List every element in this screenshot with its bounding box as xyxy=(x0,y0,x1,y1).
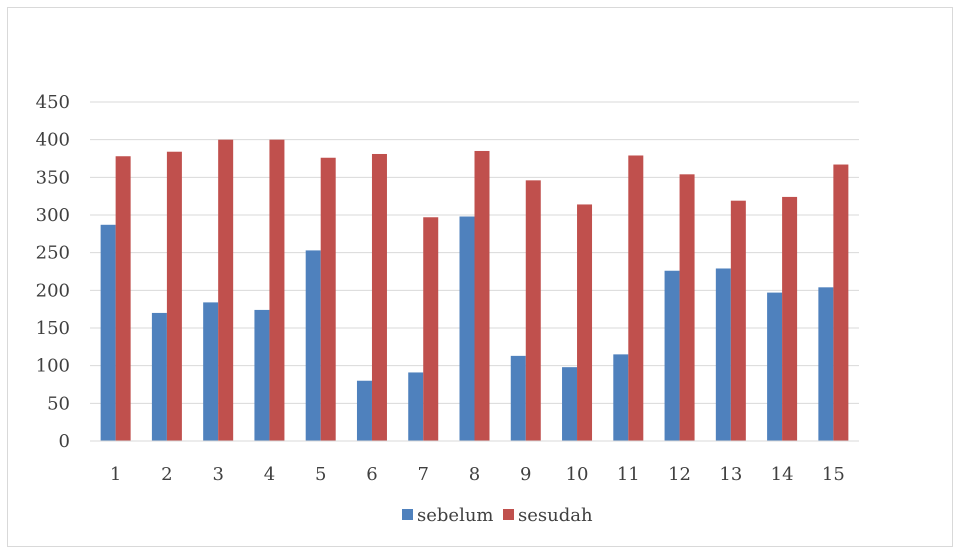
bar-sebelum xyxy=(408,372,424,441)
legend-swatch-sesudah xyxy=(503,509,514,520)
bar-sesudah xyxy=(218,139,234,441)
x-tick-label: 2 xyxy=(161,464,172,485)
x-tick-label: 15 xyxy=(822,464,845,485)
bar-sebelum xyxy=(715,268,731,441)
bar-sesudah xyxy=(166,151,182,441)
x-tick-label: 10 xyxy=(566,464,589,485)
bar-sebelum xyxy=(356,380,372,441)
x-tick-label: 11 xyxy=(617,464,640,485)
bar-sesudah xyxy=(833,164,849,441)
bar-sebelum xyxy=(459,216,475,441)
y-tick-label: 350 xyxy=(36,167,70,188)
x-tick-label: 12 xyxy=(668,464,691,485)
bar-sesudah xyxy=(371,153,387,442)
bar-sesudah xyxy=(525,180,541,441)
bar-sebelum xyxy=(510,355,526,441)
legend: sebelum sesudah xyxy=(402,505,593,526)
x-tick-label: 6 xyxy=(366,464,377,485)
bar-sesudah xyxy=(679,174,695,441)
bar-sesudah xyxy=(628,155,644,441)
y-tick-label: 250 xyxy=(36,243,70,264)
bar-sebelum xyxy=(254,309,270,441)
bar-sesudah xyxy=(423,217,439,441)
y-tick-label: 400 xyxy=(36,130,70,151)
y-tick-label: 150 xyxy=(36,318,70,339)
x-tick-label: 1 xyxy=(110,464,121,485)
bar-sebelum xyxy=(305,250,321,441)
x-tick-label: 14 xyxy=(771,464,794,485)
y-tick-label: 200 xyxy=(36,280,70,301)
x-tick-label: 3 xyxy=(212,464,223,485)
x-tick-label: 7 xyxy=(418,464,429,485)
bar-sesudah xyxy=(577,204,593,441)
x-tick-label: 9 xyxy=(520,464,531,485)
bar-sebelum xyxy=(818,287,834,441)
bar-sesudah xyxy=(269,139,285,441)
y-tick-label: 450 xyxy=(36,92,70,113)
bar-sebelum xyxy=(562,367,578,441)
y-tick-label: 0 xyxy=(59,431,70,452)
bar-sebelum xyxy=(100,224,116,441)
y-tick-label: 50 xyxy=(47,393,70,414)
bar-sebelum xyxy=(613,354,629,441)
y-tick-label: 300 xyxy=(36,205,70,226)
legend-label-sesudah: sesudah xyxy=(518,505,593,526)
bar-sesudah xyxy=(474,150,490,441)
legend-swatch-sebelum xyxy=(402,509,413,520)
x-tick-label: 5 xyxy=(315,464,326,485)
x-tick-label: 8 xyxy=(469,464,480,485)
bar-sesudah xyxy=(115,156,131,442)
bar-sesudah xyxy=(730,200,746,441)
y-axis-tick-labels: 0 50 100 150 200 250 300 350 400 450 xyxy=(36,92,70,452)
x-axis-tick-labels: 1 2 3 4 5 6 7 8 9 10 11 12 13 14 15 xyxy=(110,464,845,485)
bar-sesudah xyxy=(782,196,798,441)
x-tick-label: 13 xyxy=(719,464,742,485)
bar-sebelum xyxy=(767,292,783,441)
bar-sebelum xyxy=(203,302,219,441)
bars xyxy=(100,139,849,442)
bar-sebelum xyxy=(151,312,167,441)
bar-sebelum xyxy=(664,270,680,441)
y-tick-label: 100 xyxy=(36,356,70,377)
bar-sesudah xyxy=(320,157,336,441)
x-tick-label: 4 xyxy=(264,464,275,485)
legend-label-sebelum: sebelum xyxy=(417,505,493,526)
